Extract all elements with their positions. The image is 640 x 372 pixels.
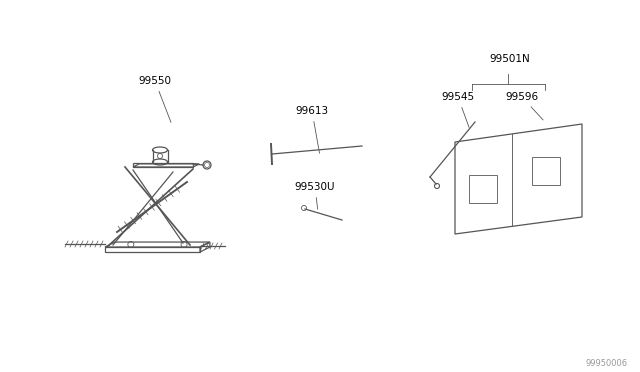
Text: 99596: 99596 [506, 92, 543, 120]
Text: 99501N: 99501N [490, 54, 531, 64]
Text: 99613: 99613 [296, 106, 328, 153]
Text: 99545: 99545 [442, 92, 475, 127]
Text: 99530U: 99530U [295, 182, 335, 209]
Text: 99550: 99550 [138, 76, 172, 122]
Text: 99950006: 99950006 [586, 359, 628, 369]
